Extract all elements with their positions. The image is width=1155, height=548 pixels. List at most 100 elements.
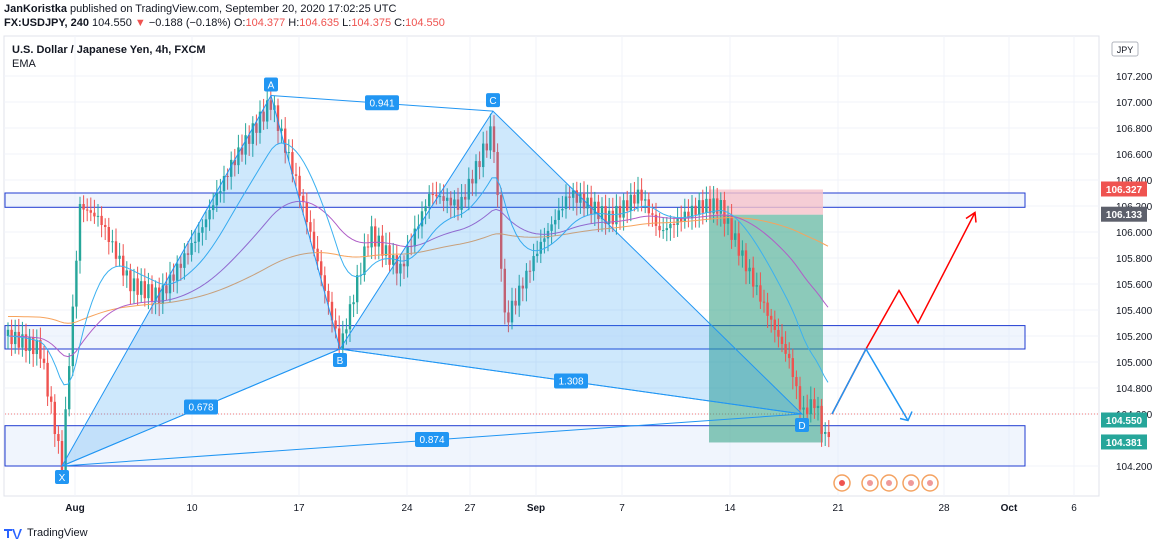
x-tick-label: 6 <box>1071 503 1077 514</box>
candle-body <box>420 211 424 227</box>
candle-body <box>165 285 168 294</box>
candle-body <box>327 290 330 302</box>
price-tag[interactable] <box>1101 181 1147 197</box>
tradingview-logo-icon[interactable] <box>4 527 24 539</box>
currency-badge[interactable]: JPY <box>1111 41 1139 57</box>
point-b-badge[interactable] <box>333 353 347 367</box>
candle-body <box>276 105 280 132</box>
y-tick-label: 105.200 <box>1116 332 1153 343</box>
candle-body <box>244 135 247 155</box>
chart-title: U.S. Dollar / Japanese Yen, 4h, FXCM <box>12 44 206 56</box>
point-c-badge[interactable] <box>486 93 500 108</box>
candle-body <box>777 329 780 337</box>
candle-body <box>125 270 128 276</box>
candle-body <box>233 159 236 166</box>
candle-body <box>406 246 409 267</box>
candle-body <box>312 231 316 249</box>
candle-body <box>302 195 305 203</box>
candle-body <box>402 263 406 267</box>
event-markers[interactable] <box>833 474 939 492</box>
high-value: 104.635 <box>299 17 340 29</box>
candle-body <box>10 329 13 345</box>
candle-body <box>525 270 528 289</box>
candle-body <box>726 216 730 224</box>
candle-body <box>622 200 625 218</box>
x-tick-label: Aug <box>65 503 84 514</box>
candle-body <box>766 302 769 316</box>
price-tag-label: 104.381 <box>1106 438 1143 449</box>
ratio-badge[interactable] <box>184 399 218 415</box>
candle-body <box>17 331 20 348</box>
ratio-label: 0.941 <box>369 98 394 109</box>
candle-body <box>615 205 618 225</box>
candle-body <box>788 353 791 359</box>
candle-body <box>89 210 92 213</box>
candle-body <box>204 219 208 228</box>
author-name[interactable]: JanKoristka <box>4 3 67 15</box>
candle-body <box>806 407 809 415</box>
point-x-label: X <box>59 473 66 484</box>
x-tick-label: 24 <box>401 503 413 514</box>
candle-body <box>240 147 244 155</box>
price-tag-label: 104.550 <box>1106 416 1143 427</box>
candle-body <box>345 329 348 334</box>
candle-body <box>712 198 715 214</box>
ratio-badge[interactable] <box>554 373 588 389</box>
candle-body <box>442 196 445 201</box>
candle-body <box>658 225 661 231</box>
candle-body <box>539 241 542 254</box>
candle-body <box>266 100 269 122</box>
candle-body <box>582 193 586 209</box>
candle-body <box>485 143 488 151</box>
candle-body <box>446 197 449 201</box>
point-d-badge[interactable] <box>795 418 809 432</box>
y-tick-label: 106.000 <box>1116 228 1153 239</box>
point-x-badge[interactable] <box>55 470 69 484</box>
projection-arrows[interactable] <box>831 211 977 422</box>
candle-body <box>384 245 388 256</box>
ratio-badge[interactable] <box>365 95 399 111</box>
candle-body <box>57 434 60 442</box>
candle-body <box>86 209 89 211</box>
event-dot-icon <box>839 480 845 486</box>
ratio-badge[interactable] <box>415 432 449 447</box>
candle-body <box>320 261 323 276</box>
candle-body <box>348 304 352 330</box>
candle-body <box>809 399 812 415</box>
price-tag-label: 106.133 <box>1106 210 1143 221</box>
stop-loss-area[interactable] <box>709 189 823 215</box>
xabcd-pattern[interactable]: X A B C D 0.678 0.941 1.308 0.874 <box>55 77 809 485</box>
candle-body <box>737 233 740 256</box>
time-axis[interactable]: Aug 10 17 24 27 Sep 7 14 21 28 Oct 6 <box>65 503 1077 514</box>
candle-body <box>633 194 636 204</box>
candle-body <box>802 407 805 410</box>
candle-body <box>395 255 398 274</box>
candle-body <box>287 152 290 154</box>
low-value: 104.375 <box>351 17 392 29</box>
footer: TradingView <box>4 527 88 539</box>
candle-body <box>482 143 485 168</box>
open-label: O: <box>233 17 246 29</box>
price-tag[interactable] <box>1101 434 1147 450</box>
candle-body <box>219 191 222 193</box>
candle-body <box>208 210 211 220</box>
price-tag[interactable] <box>1101 412 1147 428</box>
price-axis[interactable]: 107.200107.000106.800106.600106.400106.2… <box>1101 72 1153 473</box>
plot-area[interactable] <box>3 35 1100 497</box>
candle-body <box>694 205 697 215</box>
candle-body <box>179 263 182 268</box>
high-label: H: <box>288 17 300 29</box>
candle-body <box>258 111 262 133</box>
price-tag[interactable] <box>1101 206 1147 222</box>
candle-body <box>824 432 827 434</box>
candle-body <box>183 253 186 268</box>
event-dot-icon <box>867 480 873 486</box>
bearish-projection-path[interactable] <box>831 347 909 421</box>
x-tick-label: 27 <box>464 503 476 514</box>
candle-body <box>557 210 560 220</box>
zone-rectangle[interactable] <box>4 425 1026 467</box>
candle-body <box>96 215 100 217</box>
point-a-badge[interactable] <box>264 77 278 92</box>
y-tick-label: 105.600 <box>1116 280 1153 291</box>
